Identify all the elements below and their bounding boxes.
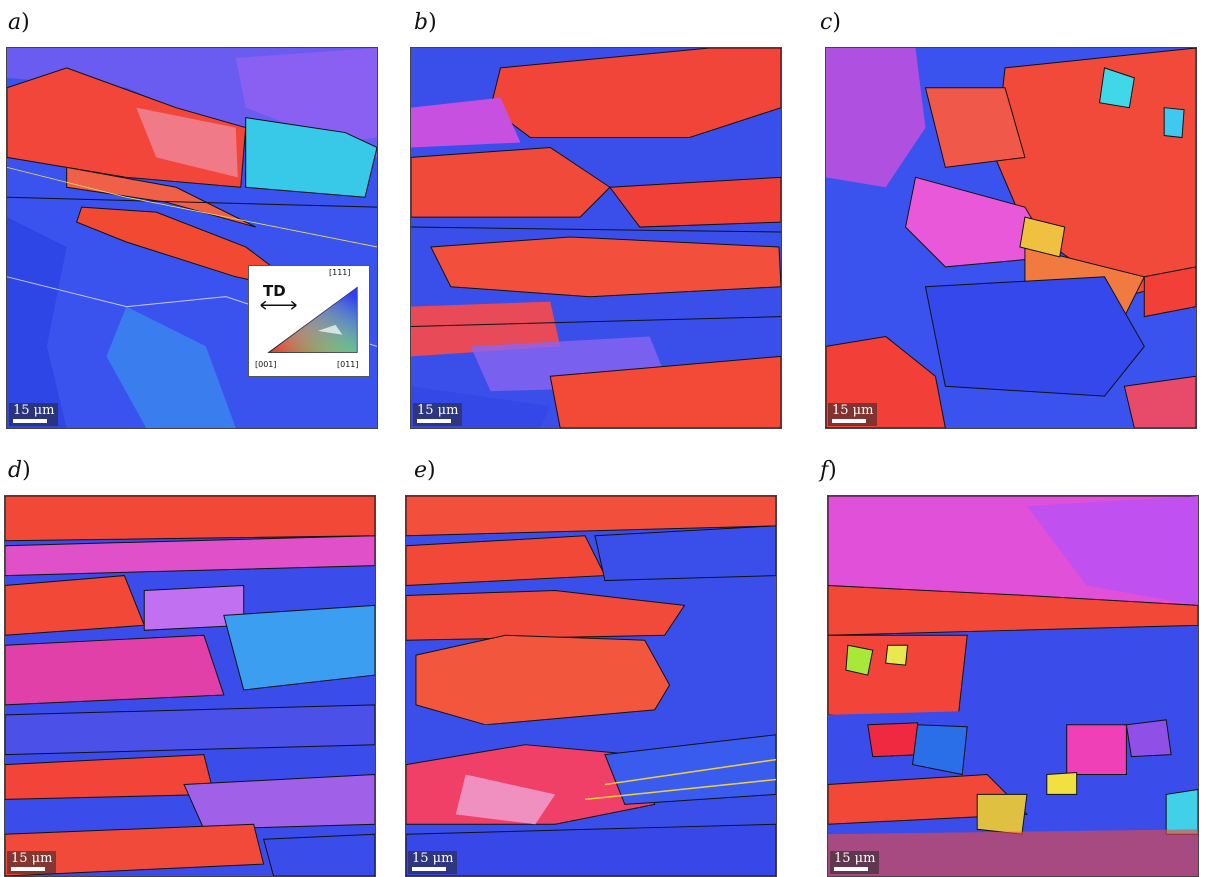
- panel-label-f: f): [820, 458, 837, 483]
- panel-label-c: c): [820, 10, 841, 35]
- scale-bar-c: 15 μm: [828, 403, 878, 426]
- orientation-map-c: [826, 48, 1196, 428]
- scale-bar-f: 15 μm: [830, 851, 880, 874]
- panel-label-d: d): [8, 458, 31, 483]
- ebsd-map-b: 15 μm: [410, 47, 782, 429]
- scale-bar-d: 15 μm: [7, 851, 57, 874]
- scale-bar-a: 15 μm: [9, 403, 59, 426]
- orientation-map-f: [828, 496, 1198, 876]
- orientation-map-e: [406, 496, 776, 876]
- orientation-map-b: [411, 48, 781, 428]
- corner-111-label: [111]: [329, 268, 351, 277]
- ebsd-map-a: 15 μm TD [111] [001] [011]: [6, 47, 378, 429]
- panel-label-b: b): [414, 10, 437, 35]
- ebsd-map-c: 15 μm: [825, 47, 1197, 429]
- ebsd-map-d: 15 μm: [4, 495, 376, 877]
- corner-011-label: [011]: [337, 360, 359, 369]
- scale-bar-e: 15 μm: [408, 851, 458, 874]
- ebsd-map-f: 15 μm: [827, 495, 1199, 877]
- orientation-map-d: [5, 496, 375, 876]
- ipf-triangle: [260, 286, 358, 353]
- ebsd-map-e: 15 μm: [405, 495, 777, 877]
- corner-001-label: [001]: [255, 360, 277, 369]
- scale-bar-b: 15 μm: [413, 403, 463, 426]
- panel-label-a: a): [8, 10, 30, 35]
- ipf-color-key: TD [111] [001] [011]: [248, 265, 370, 377]
- td-label: TD: [263, 282, 286, 300]
- panel-label-e: e): [414, 458, 436, 483]
